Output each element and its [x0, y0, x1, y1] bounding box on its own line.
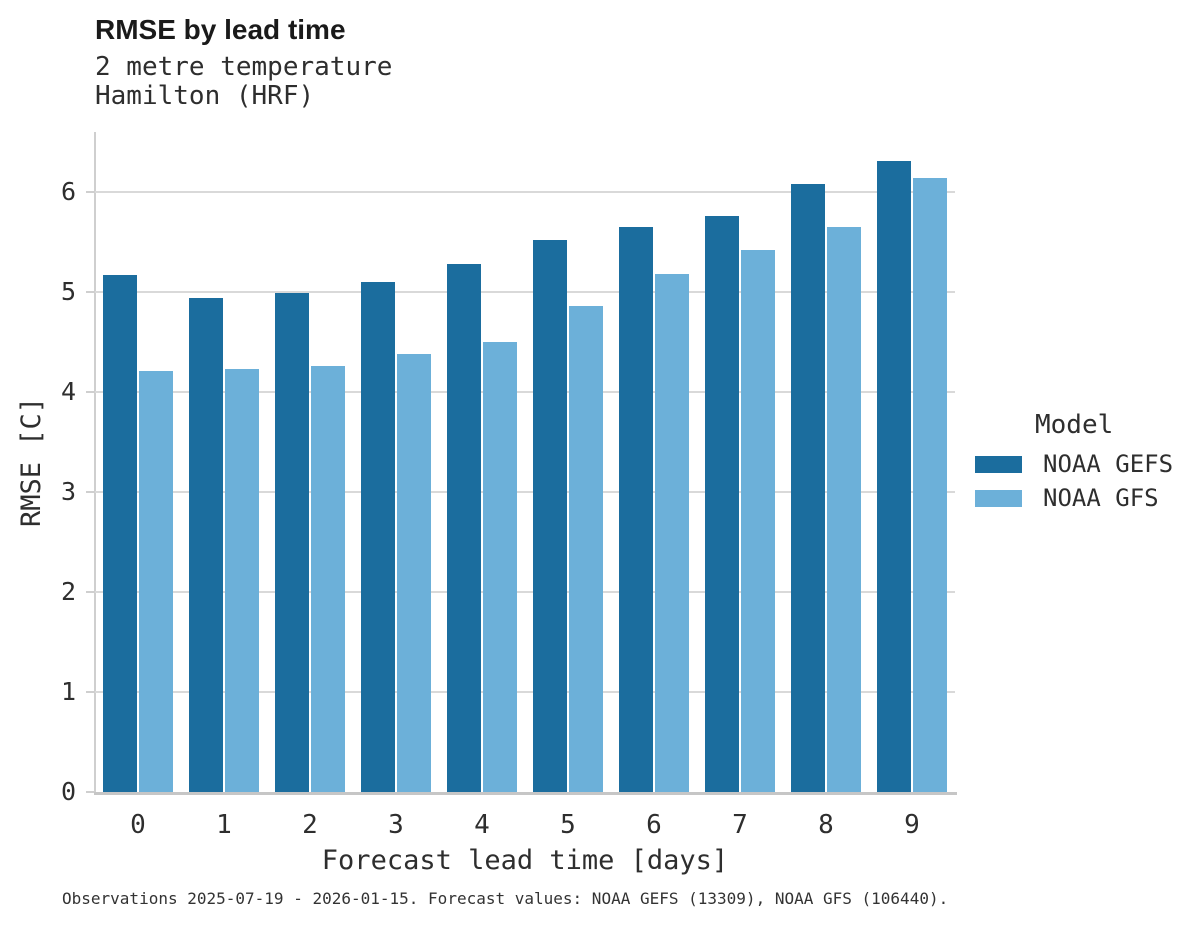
x-axis-title: Forecast lead time [days]: [321, 845, 729, 876]
x-tick-label-2: 2: [302, 810, 318, 840]
bar-noaa-gefs-lead-3: [361, 282, 395, 792]
bar-noaa-gefs-lead-4: [447, 264, 481, 792]
y-tick-label-0: 0: [60, 777, 76, 806]
legend-swatch-noaa-gefs: [975, 456, 1022, 473]
y-tick-mark: [86, 791, 94, 793]
x-tick-label-4: 4: [474, 810, 490, 840]
x-tick-label-6: 6: [646, 810, 662, 840]
y-tick-label-6: 6: [60, 177, 76, 206]
bar-noaa-gefs-lead-8: [791, 184, 825, 792]
y-tick-mark: [86, 291, 94, 293]
bar-noaa-gefs-lead-2: [275, 293, 309, 792]
bar-noaa-gfs-lead-4: [483, 342, 517, 792]
y-tick-label-4: 4: [60, 377, 76, 406]
bar-noaa-gfs-lead-3: [397, 354, 431, 792]
bar-noaa-gefs-lead-9: [877, 161, 911, 792]
gridline: [95, 391, 955, 393]
y-tick-mark: [86, 191, 94, 193]
gridline: [95, 591, 955, 593]
bar-noaa-gfs-lead-8: [827, 227, 861, 792]
y-tick-label-5: 5: [60, 277, 76, 306]
y-tick-label-3: 3: [60, 477, 76, 506]
x-tick-label-8: 8: [818, 810, 834, 840]
bar-noaa-gefs-lead-1: [189, 298, 223, 792]
bar-noaa-gefs-lead-7: [705, 216, 739, 792]
y-tick-mark: [86, 491, 94, 493]
legend-label-noaa-gefs: NOAA GEFS: [1043, 450, 1174, 478]
y-tick-mark: [86, 591, 94, 593]
y-tick-mark: [86, 391, 94, 393]
gridline: [95, 291, 955, 293]
x-axis-line: [94, 792, 957, 795]
x-tick-label-9: 9: [904, 810, 920, 840]
bar-noaa-gefs-lead-6: [619, 227, 653, 792]
gridline: [95, 691, 955, 693]
footer-note: Observations 2025-07-19 - 2026-01-15. Fo…: [62, 889, 949, 908]
x-tick-label-1: 1: [216, 810, 232, 840]
plot-area: [95, 132, 955, 792]
x-tick-label-3: 3: [388, 810, 404, 840]
chart-title: RMSE by lead time: [95, 14, 346, 45]
legend-swatch-noaa-gfs: [975, 490, 1022, 507]
legend-title: Model: [1035, 410, 1114, 440]
chart-subtitle-variable: 2 metre temperature: [95, 52, 393, 82]
bar-noaa-gefs-lead-0: [103, 275, 137, 792]
y-tick-label-1: 1: [60, 677, 76, 706]
bar-noaa-gfs-lead-0: [139, 371, 173, 792]
bar-noaa-gefs-lead-5: [533, 240, 567, 792]
legend-label-noaa-gfs: NOAA GFS: [1043, 484, 1159, 512]
bar-noaa-gfs-lead-5: [569, 306, 603, 792]
y-tick-label-2: 2: [60, 577, 76, 606]
x-tick-label-0: 0: [130, 810, 146, 840]
y-tick-mark: [86, 691, 94, 693]
x-tick-label-7: 7: [732, 810, 748, 840]
y-axis-spine: [94, 132, 96, 794]
bar-noaa-gfs-lead-2: [311, 366, 345, 792]
chart-subtitle-location: Hamilton (HRF): [95, 81, 315, 111]
gridline: [95, 491, 955, 493]
gridline: [95, 191, 955, 193]
bar-noaa-gfs-lead-6: [655, 274, 689, 792]
bar-noaa-gfs-lead-7: [741, 250, 775, 792]
x-tick-label-5: 5: [560, 810, 576, 840]
bar-noaa-gfs-lead-9: [913, 178, 947, 792]
bar-noaa-gfs-lead-1: [225, 369, 259, 792]
